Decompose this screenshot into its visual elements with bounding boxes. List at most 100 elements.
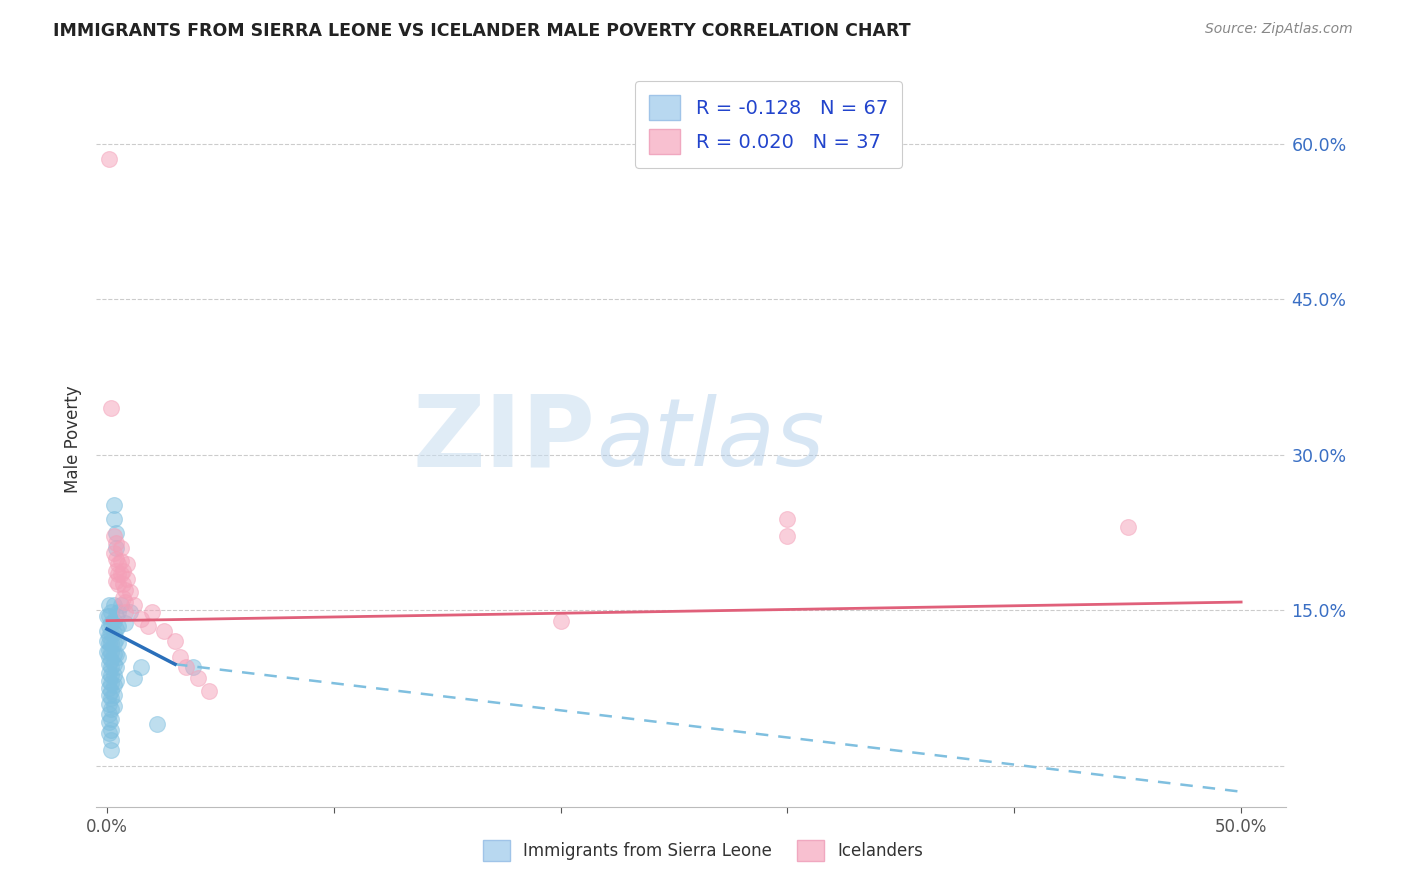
Point	[103, 647, 125, 661]
Point	[100, 606, 122, 620]
Point	[105, 541, 128, 556]
Point	[118, 584, 141, 599]
Point	[122, 671, 145, 685]
Point	[105, 673, 128, 688]
Point	[98, 619, 121, 633]
Point	[103, 598, 125, 612]
Point	[118, 606, 141, 620]
Point	[111, 564, 134, 578]
Point	[110, 598, 132, 612]
Point	[98, 636, 121, 650]
Point	[110, 541, 132, 556]
Point	[136, 619, 159, 633]
Point	[176, 660, 198, 674]
Point	[98, 153, 121, 167]
Legend: R = -0.128   N = 67, R = 0.020   N = 37: R = -0.128 N = 67, R = 0.020 N = 37	[636, 81, 901, 168]
Point	[111, 591, 134, 605]
Point	[98, 697, 121, 711]
Point	[105, 564, 128, 578]
Point	[100, 626, 122, 640]
Point	[114, 595, 136, 609]
Point	[107, 557, 129, 571]
Point	[105, 608, 128, 623]
Point	[187, 671, 209, 685]
Point	[198, 684, 221, 698]
Y-axis label: Male Poverty: Male Poverty	[63, 385, 82, 493]
Point	[181, 660, 204, 674]
Point	[105, 536, 128, 550]
Point	[129, 660, 152, 674]
Point	[100, 401, 122, 416]
Point	[100, 667, 122, 681]
Point	[1116, 520, 1139, 534]
Point	[98, 650, 121, 665]
Point	[98, 725, 121, 739]
Point	[169, 650, 191, 665]
Point	[122, 598, 145, 612]
Point	[105, 632, 128, 647]
Point	[141, 606, 163, 620]
Point	[103, 626, 125, 640]
Point	[98, 629, 121, 643]
Point	[146, 717, 169, 731]
Point	[776, 512, 799, 526]
Point	[776, 529, 799, 543]
Point	[100, 653, 122, 667]
Point	[105, 660, 128, 674]
Point	[107, 606, 129, 620]
Point	[100, 684, 122, 698]
Point	[110, 567, 132, 582]
Point	[114, 582, 136, 597]
Point	[103, 512, 125, 526]
Point	[98, 608, 121, 623]
Point	[100, 660, 122, 674]
Point	[98, 665, 121, 680]
Point	[105, 622, 128, 636]
Point	[107, 636, 129, 650]
Point	[98, 706, 121, 721]
Text: atlas: atlas	[596, 393, 824, 485]
Point	[117, 557, 139, 571]
Point	[98, 642, 121, 657]
Point	[550, 614, 572, 628]
Point	[100, 743, 122, 757]
Point	[96, 608, 118, 623]
Point	[96, 624, 118, 638]
Point	[103, 498, 125, 512]
Point	[103, 636, 125, 650]
Point	[100, 712, 122, 726]
Point	[111, 577, 134, 591]
Point	[103, 657, 125, 672]
Point	[103, 529, 125, 543]
Point	[152, 624, 174, 638]
Point	[103, 698, 125, 713]
Point	[98, 673, 121, 688]
Point	[129, 612, 152, 626]
Point	[103, 689, 125, 703]
Point	[96, 634, 118, 648]
Point	[107, 567, 129, 582]
Point	[105, 647, 128, 661]
Point	[100, 676, 122, 690]
Point	[100, 702, 122, 716]
Point	[114, 606, 136, 620]
Point	[105, 551, 128, 566]
Point	[103, 667, 125, 681]
Legend: Immigrants from Sierra Leone, Icelanders: Immigrants from Sierra Leone, Icelanders	[477, 833, 929, 868]
Point	[103, 678, 125, 692]
Point	[107, 619, 129, 633]
Text: Source: ZipAtlas.com: Source: ZipAtlas.com	[1205, 22, 1353, 37]
Point	[114, 615, 136, 630]
Point	[98, 715, 121, 730]
Point	[100, 636, 122, 650]
Text: ZIP: ZIP	[413, 391, 596, 488]
Point	[163, 634, 186, 648]
Point	[105, 574, 128, 589]
Point	[100, 645, 122, 659]
Point	[98, 681, 121, 695]
Point	[117, 572, 139, 586]
Point	[100, 732, 122, 747]
Point	[103, 546, 125, 560]
Point	[98, 598, 121, 612]
Point	[96, 645, 118, 659]
